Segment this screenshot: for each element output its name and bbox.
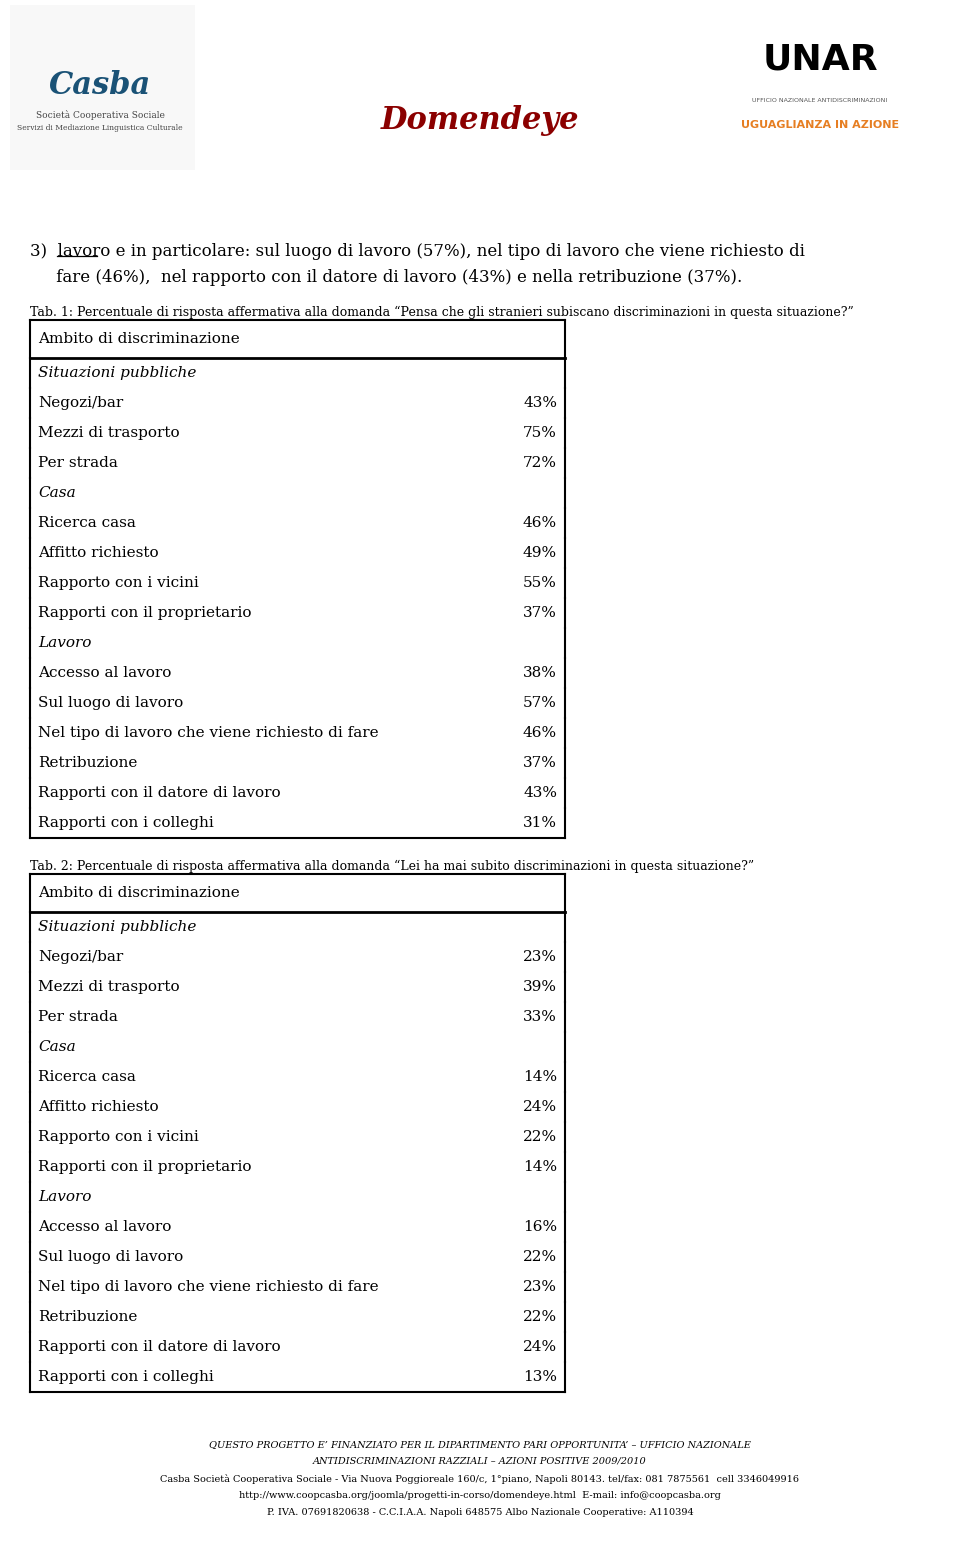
Text: 14%: 14% (523, 1160, 557, 1173)
Text: 22%: 22% (523, 1309, 557, 1323)
Text: 22%: 22% (523, 1130, 557, 1144)
Text: Retribuzione: Retribuzione (38, 1309, 137, 1323)
Text: Negozi/bar: Negozi/bar (38, 949, 123, 965)
Text: 43%: 43% (523, 396, 557, 410)
Text: Rapporti con i colleghi: Rapporti con i colleghi (38, 816, 214, 830)
Text: Sul luogo di lavoro: Sul luogo di lavoro (38, 1251, 183, 1265)
Text: fare (46%),  nel rapporto con il datore di lavoro (43%) e nella retribuzione (37: fare (46%), nel rapporto con il datore d… (30, 269, 742, 286)
Text: Tab. 1: Percentuale di risposta affermativa alla domanda “Pensa che gli stranier: Tab. 1: Percentuale di risposta affermat… (30, 306, 853, 318)
Text: Sul luogo di lavoro: Sul luogo di lavoro (38, 696, 183, 710)
Text: Nel tipo di lavoro che viene richiesto di fare: Nel tipo di lavoro che viene richiesto d… (38, 727, 378, 741)
Text: 75%: 75% (523, 427, 557, 441)
Text: 72%: 72% (523, 456, 557, 470)
Text: Rapporti con il proprietario: Rapporti con il proprietario (38, 1160, 252, 1173)
Text: 37%: 37% (523, 756, 557, 770)
Text: UFFICIO NAZIONALE ANTIDISCRIMINAZIONI: UFFICIO NAZIONALE ANTIDISCRIMINAZIONI (753, 97, 888, 102)
Text: Rapporto con i vicini: Rapporto con i vicini (38, 577, 199, 591)
Text: ANTIDISCRIMINAZIONI RAZZIALI – AZIONI POSITIVE 2009/2010: ANTIDISCRIMINAZIONI RAZZIALI – AZIONI PO… (313, 1456, 647, 1466)
Bar (10, 5, 195, 170)
Text: 43%: 43% (523, 785, 557, 799)
Text: 13%: 13% (523, 1370, 557, 1384)
Text: 14%: 14% (523, 1070, 557, 1084)
Text: Domendeye: Domendeye (381, 105, 579, 136)
Text: Per strada: Per strada (38, 1010, 118, 1023)
Text: Lavoro: Lavoro (38, 1190, 91, 1204)
Text: Mezzi di trasporto: Mezzi di trasporto (38, 427, 180, 441)
Text: Rapporti con il datore di lavoro: Rapporti con il datore di lavoro (38, 1340, 280, 1354)
Text: Ricerca casa: Ricerca casa (38, 516, 136, 530)
Text: 46%: 46% (523, 727, 557, 741)
Text: 38%: 38% (523, 666, 557, 680)
Text: Casba Società Cooperativa Sociale - Via Nuova Poggioreale 160/c, 1°piano, Napoli: Casba Società Cooperativa Sociale - Via … (160, 1473, 800, 1484)
Text: Rapporti con il proprietario: Rapporti con il proprietario (38, 606, 252, 620)
Text: Nel tipo di lavoro che viene richiesto di fare: Nel tipo di lavoro che viene richiesto d… (38, 1280, 378, 1294)
Text: UGUAGLIANZA IN AZIONE: UGUAGLIANZA IN AZIONE (741, 121, 900, 130)
Text: 23%: 23% (523, 949, 557, 965)
Text: P. IVA. 07691820638 - C.C.I.A.A. Napoli 648575 Albo Nazionale Cooperative: A1103: P. IVA. 07691820638 - C.C.I.A.A. Napoli … (267, 1507, 693, 1517)
Text: Società Cooperativa Sociale: Società Cooperativa Sociale (36, 110, 164, 121)
Text: Affitto richiesto: Affitto richiesto (38, 1101, 158, 1115)
Text: 39%: 39% (523, 980, 557, 994)
Text: 57%: 57% (523, 696, 557, 710)
Text: 55%: 55% (523, 577, 557, 591)
Text: Lavoro: Lavoro (38, 635, 91, 649)
Text: Rapporto con i vicini: Rapporto con i vicini (38, 1130, 199, 1144)
Text: Rapporti con il datore di lavoro: Rapporti con il datore di lavoro (38, 785, 280, 799)
Text: Servizi di Mediazione Linguistica Culturale: Servizi di Mediazione Linguistica Cultur… (17, 124, 182, 131)
Text: Casba: Casba (49, 70, 151, 100)
Text: Negozi/bar: Negozi/bar (38, 396, 123, 410)
Text: UNAR: UNAR (762, 43, 877, 77)
Text: 23%: 23% (523, 1280, 557, 1294)
Text: http://www.coopcasba.org/joomla/progetti-in-corso/domendeye.html  E-mail: info@c: http://www.coopcasba.org/joomla/progetti… (239, 1490, 721, 1500)
Text: Rapporti con i colleghi: Rapporti con i colleghi (38, 1370, 214, 1384)
Text: 22%: 22% (523, 1251, 557, 1265)
Text: Ambito di discriminazione: Ambito di discriminazione (38, 332, 240, 346)
Text: Mezzi di trasporto: Mezzi di trasporto (38, 980, 180, 994)
Text: Retribuzione: Retribuzione (38, 756, 137, 770)
Text: 46%: 46% (523, 516, 557, 530)
Text: 16%: 16% (523, 1220, 557, 1234)
Text: 31%: 31% (523, 816, 557, 830)
Text: 37%: 37% (523, 606, 557, 620)
Text: Accesso al lavoro: Accesso al lavoro (38, 666, 172, 680)
Text: 49%: 49% (523, 546, 557, 560)
Text: 3)  lavoro e in particolare: sul luogo di lavoro (57%), nel tipo di lavoro che v: 3) lavoro e in particolare: sul luogo di… (30, 243, 804, 260)
Text: Accesso al lavoro: Accesso al lavoro (38, 1220, 172, 1234)
Text: Tab. 2: Percentuale di risposta affermativa alla domanda “Lei ha mai subito disc: Tab. 2: Percentuale di risposta affermat… (30, 860, 755, 873)
Text: Per strada: Per strada (38, 456, 118, 470)
Text: 33%: 33% (523, 1010, 557, 1023)
Text: Situazioni pubbliche: Situazioni pubbliche (38, 920, 197, 934)
Text: Situazioni pubbliche: Situazioni pubbliche (38, 366, 197, 380)
Text: 24%: 24% (523, 1340, 557, 1354)
Text: Affitto richiesto: Affitto richiesto (38, 546, 158, 560)
Text: Ambito di discriminazione: Ambito di discriminazione (38, 886, 240, 900)
Text: QUESTO PROGETTO E’ FINANZIATO PER IL DIPARTIMENTO PARI OPPORTUNITA’ – UFFICIO NA: QUESTO PROGETTO E’ FINANZIATO PER IL DIP… (209, 1439, 751, 1449)
Text: Casa: Casa (38, 1040, 76, 1054)
Text: Ricerca casa: Ricerca casa (38, 1070, 136, 1084)
Text: Casa: Casa (38, 485, 76, 499)
Text: 24%: 24% (523, 1101, 557, 1115)
